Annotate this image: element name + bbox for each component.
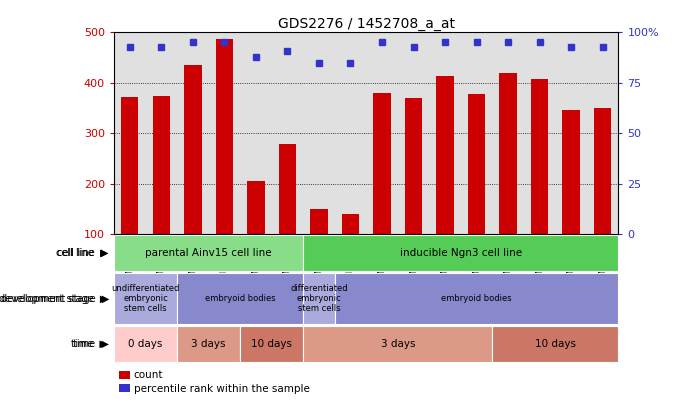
Bar [303, 235, 618, 271]
Bar [562, 109, 580, 234]
Bar [342, 214, 359, 234]
Text: undifferentiated
embryonic
stem cells: undifferentiated embryonic stem cells [111, 284, 180, 313]
Bar [303, 326, 492, 362]
Text: inducible Ngn3 cell line: inducible Ngn3 cell line [400, 248, 522, 258]
Bar [114, 235, 303, 271]
Bar [177, 326, 240, 362]
Text: time  ▶: time ▶ [73, 339, 109, 349]
Text: parental Ainv15 cell line: parental Ainv15 cell line [145, 248, 272, 258]
Bar [114, 273, 177, 324]
Bar [373, 93, 390, 234]
Text: 10 days: 10 days [535, 339, 576, 349]
Bar [216, 39, 233, 234]
Text: differentiated
embryonic
stem cells: differentiated embryonic stem cells [290, 284, 348, 313]
Text: development stage  ▶: development stage ▶ [1, 294, 109, 304]
Bar [492, 326, 618, 362]
Legend: count, percentile rank within the sample: count, percentile rank within the sample [120, 371, 310, 394]
Bar [177, 273, 303, 324]
Bar [468, 94, 485, 234]
Text: cell line  ▶: cell line ▶ [57, 248, 109, 258]
Title: GDS2276 / 1452708_a_at: GDS2276 / 1452708_a_at [278, 17, 455, 31]
Bar [310, 209, 328, 234]
Text: development stage  ▶: development stage ▶ [0, 294, 107, 304]
Bar [405, 98, 422, 234]
Text: embryoid bodies: embryoid bodies [205, 294, 276, 303]
Bar [114, 326, 177, 362]
Text: time  ▶: time ▶ [71, 339, 107, 349]
Bar [437, 76, 454, 234]
Bar [247, 181, 265, 234]
Bar [121, 97, 138, 234]
Text: 3 days: 3 days [191, 339, 226, 349]
Bar [531, 79, 548, 234]
Text: 0 days: 0 days [129, 339, 162, 349]
Text: embryoid bodies: embryoid bodies [442, 294, 512, 303]
Text: 3 days: 3 days [381, 339, 415, 349]
Bar [184, 65, 202, 234]
Bar [500, 73, 517, 234]
Bar [303, 273, 334, 324]
Bar [334, 273, 618, 324]
Text: cell line  ▶: cell line ▶ [55, 248, 107, 258]
Bar [278, 144, 296, 234]
Bar [594, 108, 612, 234]
Bar [240, 326, 303, 362]
Text: 10 days: 10 days [251, 339, 292, 349]
Bar [153, 96, 170, 234]
